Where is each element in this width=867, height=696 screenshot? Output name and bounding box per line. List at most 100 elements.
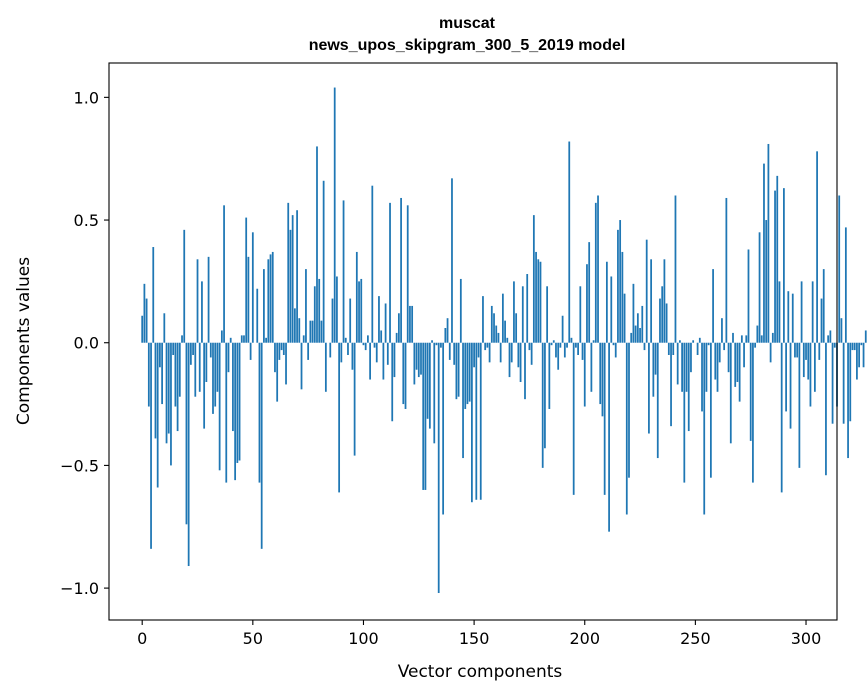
bar-39 — [227, 342, 230, 373]
bar-218 — [623, 293, 626, 343]
x-tick-label-250: 250 — [680, 629, 711, 648]
bar-69 — [293, 308, 296, 343]
bar-120 — [406, 205, 409, 343]
bar-76 — [309, 320, 312, 343]
x-tick-label-50: 50 — [243, 629, 263, 648]
bar-235 — [661, 286, 664, 343]
bar-254 — [703, 342, 706, 515]
bar-95 — [351, 342, 354, 370]
bar-201 — [586, 264, 588, 343]
bar-106 — [375, 342, 378, 363]
y-tick-label-2: 0.0 — [74, 334, 99, 353]
bar-10 — [163, 313, 166, 343]
y-axis: −1.0 −0.5 0.0 0.5 1.0 — [60, 88, 109, 598]
bar-20 — [185, 342, 188, 525]
bar-290 — [783, 188, 785, 343]
bar-12 — [167, 342, 170, 434]
bar-6 — [154, 342, 157, 439]
bar-178 — [535, 251, 537, 343]
bar-24 — [194, 342, 197, 397]
bar-113 — [391, 342, 394, 422]
bar-239 — [670, 342, 672, 427]
bar-288 — [778, 281, 781, 343]
bar-237 — [665, 303, 668, 343]
bar-57 — [267, 259, 270, 343]
bar-194 — [570, 337, 573, 343]
bar-93 — [347, 342, 349, 355]
bar-176 — [530, 342, 533, 365]
bar-171 — [519, 342, 522, 382]
bar-259 — [714, 342, 717, 380]
bar-216 — [619, 220, 622, 343]
bar-82 — [322, 180, 325, 343]
bar-325 — [860, 342, 863, 346]
bar-18 — [181, 335, 183, 343]
bar-228 — [645, 239, 648, 343]
bar-147 — [466, 342, 469, 405]
bar-142 — [455, 342, 458, 400]
bar-170 — [517, 342, 520, 368]
bar-264 — [725, 197, 728, 343]
bar-89 — [338, 342, 341, 493]
bar-44 — [238, 342, 241, 461]
bar-30 — [207, 256, 210, 343]
bar-104 — [371, 185, 374, 343]
bar-256 — [707, 342, 710, 346]
bar-257 — [709, 342, 712, 478]
bar-36 — [220, 330, 223, 343]
bar-40 — [229, 337, 232, 343]
bar-160 — [495, 325, 498, 343]
bar-155 — [484, 342, 487, 351]
bar-195 — [572, 342, 575, 495]
bar-68 — [291, 215, 294, 343]
bar-305 — [816, 151, 818, 343]
bar-11 — [165, 342, 168, 444]
bar-281 — [763, 163, 765, 343]
bar-149 — [471, 342, 473, 503]
bar-244 — [681, 342, 683, 392]
bar-191 — [563, 342, 566, 358]
bar-211 — [608, 342, 610, 532]
bar-223 — [634, 325, 637, 343]
bar-112 — [389, 202, 391, 343]
bar-266 — [729, 342, 732, 444]
bar-212 — [610, 276, 613, 343]
bar-198 — [579, 286, 582, 343]
bar-139 — [448, 342, 451, 360]
bar-59 — [271, 251, 274, 343]
bar-81 — [320, 320, 323, 343]
bar-46 — [243, 335, 245, 343]
bar-227 — [643, 342, 646, 351]
bar-274 — [747, 249, 750, 343]
bar-287 — [776, 175, 779, 343]
bar-304 — [813, 342, 816, 392]
bar-282 — [765, 220, 768, 343]
bar-226 — [641, 305, 644, 343]
bar-65 — [285, 342, 287, 385]
bar-72 — [300, 342, 303, 390]
bar-300 — [805, 342, 807, 360]
bar-242 — [676, 342, 679, 385]
bar-94 — [349, 298, 352, 343]
bar-146 — [464, 342, 467, 409]
bar-31 — [209, 342, 212, 358]
bar-50 — [251, 232, 254, 343]
bar-175 — [528, 342, 531, 351]
bar-34 — [216, 342, 219, 392]
bar-165 — [506, 337, 509, 343]
bar-206 — [597, 195, 599, 343]
bar-188 — [557, 342, 560, 370]
bar-181 — [541, 342, 544, 468]
bar-153 — [479, 342, 482, 500]
bar-111 — [386, 342, 389, 365]
bar-185 — [550, 342, 553, 346]
bar-107 — [378, 296, 380, 343]
bar-168 — [513, 281, 515, 343]
bar-2 — [145, 298, 148, 343]
bar-303 — [811, 281, 814, 343]
plot-frame — [108, 62, 838, 621]
bar-321 — [851, 342, 854, 351]
bar-217 — [621, 251, 624, 343]
bar-32 — [212, 342, 214, 414]
bar-311 — [829, 330, 832, 343]
